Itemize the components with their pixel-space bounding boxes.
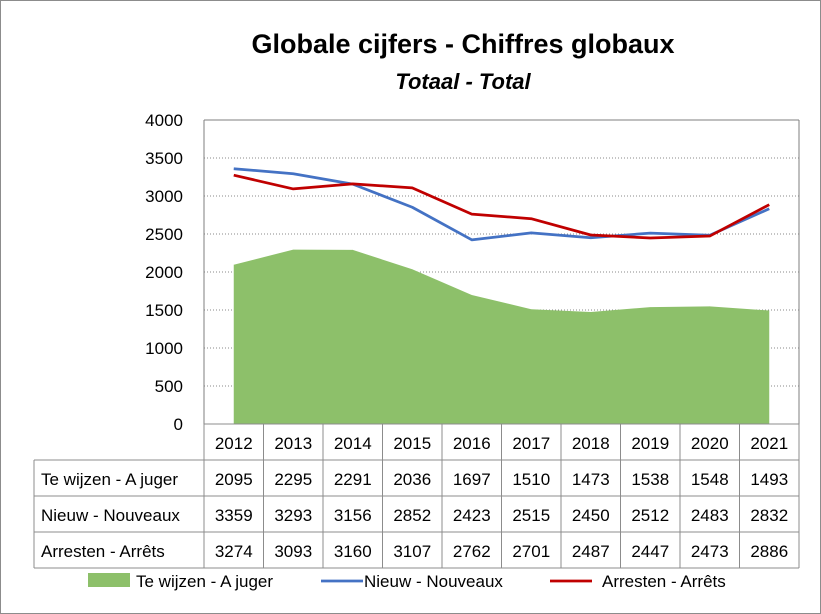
y-tick-label: 2000 — [145, 263, 183, 282]
table-cell-value: 1473 — [572, 470, 610, 489]
table-row-label: Arresten - Arrêts — [41, 542, 165, 561]
table-cell-value: 2762 — [453, 542, 491, 561]
table-cell-value: 1538 — [631, 470, 669, 489]
table-cell-value: 1510 — [512, 470, 550, 489]
table-cell-value: 2295 — [274, 470, 312, 489]
area-series-te-wijzen — [233, 249, 770, 424]
chart-subtitle: Totaal - Total — [395, 69, 531, 94]
table-cell-value: 2450 — [572, 506, 610, 525]
legend-label: Te wijzen - A juger — [136, 572, 273, 591]
y-tick-label: 1500 — [145, 301, 183, 320]
table-cell-value: 2487 — [572, 542, 610, 561]
x-category-label: 2016 — [453, 434, 491, 453]
line-series-arresten — [233, 173, 770, 240]
x-category-label: 2017 — [512, 434, 550, 453]
table-cell-value: 3274 — [215, 542, 253, 561]
chart-title: Globale cijfers - Chiffres globaux — [251, 29, 674, 59]
table-cell-value: 3156 — [334, 506, 372, 525]
data-table: 2012 2013 2014 2015 2016 2017 2018 2019 2020 2021… — [33, 423, 800, 569]
table-cell-value: 2483 — [691, 506, 729, 525]
area-series-layer — [233, 249, 770, 424]
table-cell-value: 1493 — [750, 470, 788, 489]
table-cell-value: 2701 — [512, 542, 550, 561]
x-category-label: 2015 — [393, 434, 431, 453]
table-cell-value: 2423 — [453, 506, 491, 525]
table-cell-value: 2095 — [215, 470, 253, 489]
table-cell-value: 2886 — [750, 542, 788, 561]
y-axis-ticks: 0 500 1000 1500 2000 2500 3000 3500 4000 — [145, 111, 183, 434]
table-cell-value: 3293 — [274, 506, 312, 525]
legend-label: Nieuw - Nouveaux — [364, 572, 503, 591]
table-cell-value: 2291 — [334, 470, 372, 489]
x-category-label: 2019 — [631, 434, 669, 453]
table-cell-value: 2512 — [631, 506, 669, 525]
table-cell-value: 3093 — [274, 542, 312, 561]
table-cell-value: 2515 — [512, 506, 550, 525]
axes — [203, 119, 800, 424]
table-cell-value: 2832 — [750, 506, 788, 525]
table-cell-value: 2036 — [393, 470, 431, 489]
legend-swatch-area — [88, 573, 130, 587]
y-tick-label: 2500 — [145, 225, 183, 244]
table-cell-value: 1548 — [691, 470, 729, 489]
legend: Te wijzen - A juger Nieuw - Nouveaux Arres… — [88, 572, 726, 591]
legend-label: Arresten - Arrêts — [602, 572, 726, 591]
x-category-label: 2021 — [750, 434, 788, 453]
line-series-layer — [233, 167, 770, 242]
y-tick-label: 500 — [155, 377, 183, 396]
table-cell-value: 2852 — [393, 506, 431, 525]
table-row-label: Te wijzen - A juger — [41, 470, 178, 489]
table-cell-value: 2473 — [691, 542, 729, 561]
x-category-label: 2018 — [572, 434, 610, 453]
y-tick-label: 0 — [174, 415, 183, 434]
y-tick-label: 3000 — [145, 187, 183, 206]
x-category-label: 2020 — [691, 434, 729, 453]
y-tick-label: 3500 — [145, 149, 183, 168]
table-cell-value: 3107 — [393, 542, 431, 561]
table-cell-value: 3160 — [334, 542, 372, 561]
x-category-label: 2012 — [215, 434, 253, 453]
y-tick-label: 1000 — [145, 339, 183, 358]
y-tick-label: 4000 — [145, 111, 183, 130]
table-row-label: Nieuw - Nouveaux — [41, 506, 180, 525]
table-cell-value: 2447 — [631, 542, 669, 561]
x-category-label: 2013 — [274, 434, 312, 453]
line-series-nieuw — [233, 167, 770, 242]
table-cell-value: 1697 — [453, 470, 491, 489]
table-cell-value: 3359 — [215, 506, 253, 525]
x-category-label: 2014 — [334, 434, 372, 453]
